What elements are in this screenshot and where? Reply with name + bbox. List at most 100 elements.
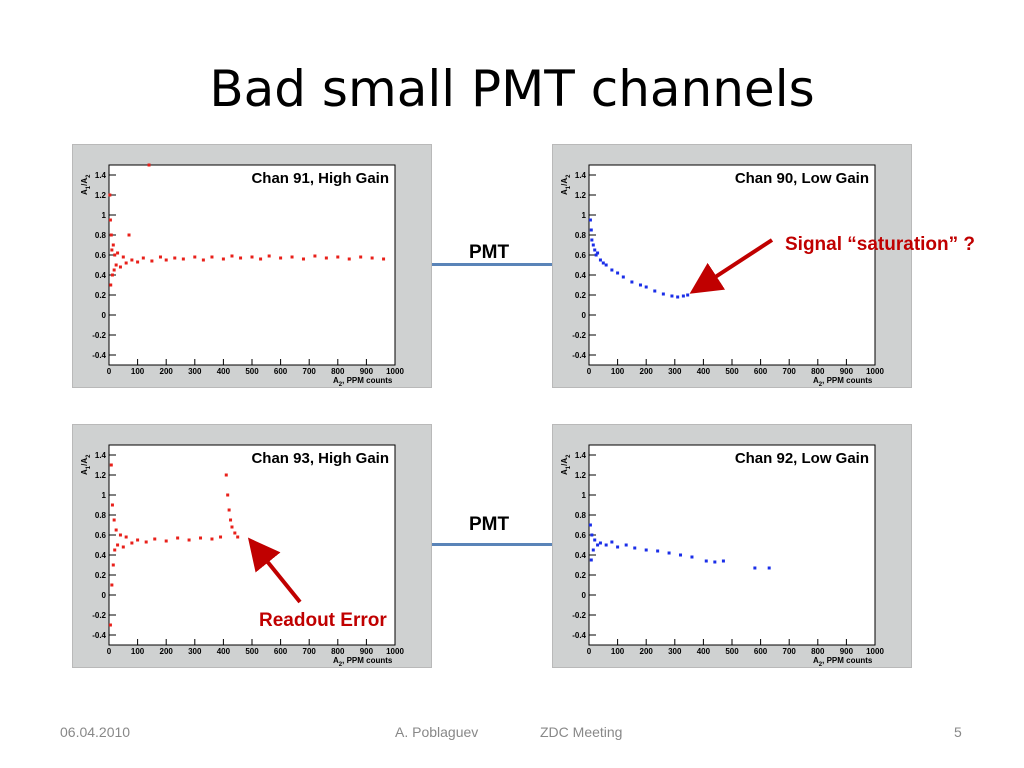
x-tick-label: 100: [131, 367, 145, 376]
data-point: [591, 243, 595, 247]
x-tick-label: 400: [697, 367, 711, 376]
y-tick-label: 1.2: [575, 191, 587, 200]
y-tick-label: 0.4: [575, 271, 587, 280]
x-tick-label: 400: [697, 647, 711, 656]
data-point: [118, 265, 122, 269]
data-point: [201, 258, 205, 262]
chart-title: Chan 93, High Gain: [251, 450, 389, 467]
data-point: [681, 294, 685, 298]
data-point: [596, 251, 600, 255]
data-point: [591, 548, 595, 552]
data-point: [153, 537, 157, 541]
data-point: [589, 228, 593, 232]
data-point: [173, 256, 177, 260]
y-tick-label: 0.4: [95, 271, 107, 280]
pmt-label-top: PMT: [469, 242, 510, 263]
data-point: [221, 257, 225, 261]
data-point: [144, 540, 148, 544]
y-tick-label: 0.8: [575, 511, 587, 520]
data-point: [136, 538, 140, 542]
data-point: [616, 271, 620, 275]
data-point: [767, 566, 771, 570]
y-tick-label: 0.6: [575, 251, 587, 260]
x-tick-label: 300: [188, 647, 202, 656]
y-tick-label: 1.4: [575, 171, 587, 180]
data-point: [110, 273, 114, 277]
data-point: [604, 263, 608, 267]
data-point: [239, 256, 243, 260]
footer-page-number: 5: [954, 724, 962, 740]
y-tick-label: 0: [582, 591, 587, 600]
y-tick-label: -0.4: [572, 351, 586, 360]
data-point: [656, 549, 660, 553]
data-point: [644, 285, 648, 289]
x-tick-label: 600: [274, 647, 288, 656]
data-point: [721, 559, 725, 563]
data-point: [121, 545, 125, 549]
x-tick-label: 400: [217, 367, 231, 376]
x-tick-label: 1000: [866, 647, 884, 656]
x-tick-label: 1000: [386, 647, 404, 656]
data-point: [336, 255, 340, 259]
footer-meeting: ZDC Meeting: [540, 724, 623, 740]
y-tick-label: -0.4: [572, 631, 586, 640]
data-point: [224, 473, 228, 477]
data-point: [596, 543, 600, 547]
data-point: [230, 254, 234, 258]
data-point: [610, 540, 614, 544]
data-point: [670, 294, 674, 298]
x-tick-label: 500: [725, 647, 739, 656]
chart-title: Chan 92, Low Gain: [735, 450, 869, 467]
data-point: [110, 583, 114, 587]
data-point: [382, 257, 386, 261]
data-point: [219, 535, 223, 539]
plot-area: [108, 164, 396, 366]
data-point: [150, 259, 154, 263]
annotation-saturation: Signal “saturation” ?: [785, 234, 976, 255]
data-point: [594, 253, 598, 257]
plot-area: [588, 444, 876, 646]
data-point: [236, 535, 240, 539]
data-point: [598, 258, 602, 262]
y-tick-label: 0.2: [575, 571, 587, 580]
data-point: [114, 263, 118, 267]
data-point: [588, 218, 592, 222]
x-tick-label: 0: [587, 647, 592, 656]
data-point: [690, 555, 694, 559]
data-point: [226, 493, 230, 497]
data-point: [181, 257, 185, 261]
data-point: [127, 233, 131, 237]
data-point: [713, 560, 717, 564]
x-tick-label: 400: [217, 647, 231, 656]
y-tick-label: 1: [102, 491, 107, 500]
pmt-connector-bottom: [432, 543, 552, 546]
data-point: [638, 283, 642, 287]
data-point: [630, 280, 634, 284]
y-tick-label: 0: [102, 591, 107, 600]
data-point: [164, 258, 168, 262]
data-point: [610, 268, 614, 272]
x-tick-label: 1000: [386, 367, 404, 376]
x-tick-label: 1000: [866, 367, 884, 376]
pmt-connector-top: [432, 263, 552, 266]
data-point: [124, 535, 128, 539]
y-tick-label: 0.8: [95, 511, 107, 520]
x-tick-label: 200: [640, 647, 654, 656]
x-tick-label: 800: [811, 647, 825, 656]
y-tick-label: 0: [582, 311, 587, 320]
data-point: [633, 546, 637, 550]
x-tick-label: 900: [840, 367, 854, 376]
data-point: [667, 551, 671, 555]
y-tick-label: 1: [582, 211, 587, 220]
data-point: [227, 508, 231, 512]
y-tick-label: 1.2: [575, 471, 587, 480]
x-tick-label: 800: [811, 367, 825, 376]
data-point: [210, 537, 214, 541]
y-tick-label: 1.2: [95, 471, 107, 480]
data-point: [704, 559, 708, 563]
x-tick-label: 100: [131, 647, 145, 656]
chart-title: Chan 91, High Gain: [251, 170, 389, 187]
y-tick-label: 0.2: [575, 291, 587, 300]
x-tick-label: 800: [331, 647, 345, 656]
